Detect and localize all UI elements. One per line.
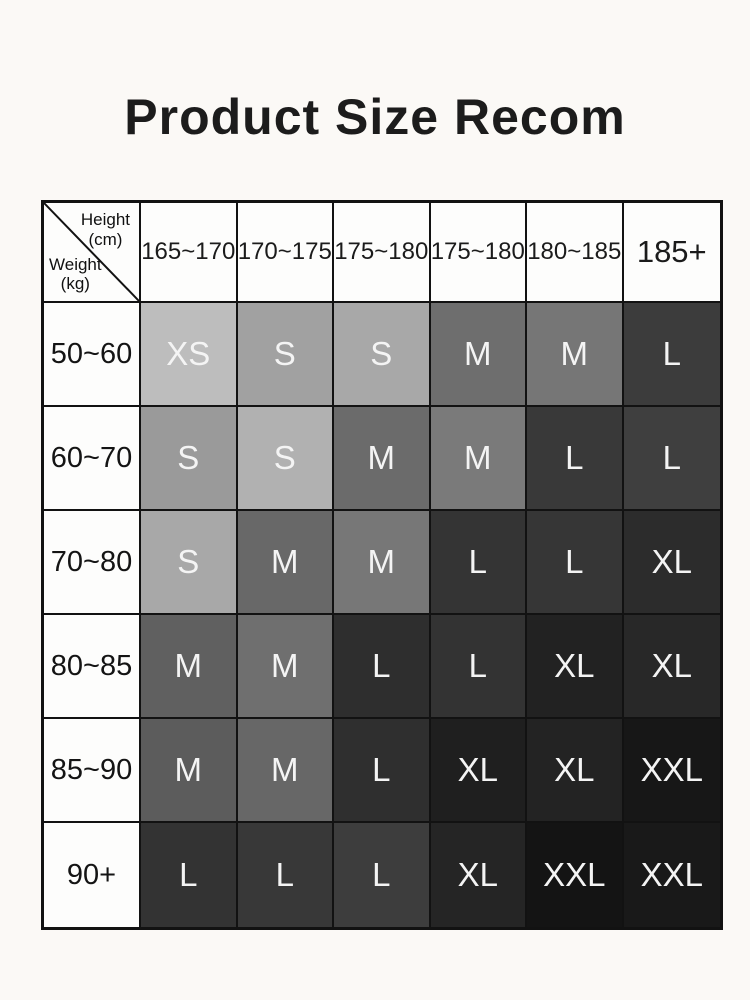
size-cell: M (430, 407, 527, 511)
size-cell: S (237, 303, 334, 407)
column-header-180-185: 180~185 (527, 203, 624, 303)
row-header-85-90: 85~90 (44, 719, 141, 823)
size-cell: XL (527, 615, 624, 719)
column-header-175-180-a: 175~180 (334, 203, 431, 303)
size-cell: L (623, 407, 720, 511)
size-cell: L (527, 407, 624, 511)
size-cell: L (430, 615, 527, 719)
size-cell: M (141, 719, 238, 823)
row-header-50-60: 50~60 (44, 303, 141, 407)
size-cell: XL (430, 719, 527, 823)
column-header-170-175: 170~175 (237, 203, 334, 303)
row-header-90-plus: 90+ (44, 823, 141, 927)
size-cell: M (237, 511, 334, 615)
size-cell: L (334, 615, 431, 719)
column-header-165-170: 165~170 (141, 203, 238, 303)
size-cell: XS (141, 303, 238, 407)
size-cell: L (623, 303, 720, 407)
size-cell: M (430, 303, 527, 407)
size-cell: S (334, 303, 431, 407)
row-header-70-80: 70~80 (44, 511, 141, 615)
size-cell: XXL (527, 823, 624, 927)
size-cell: M (334, 511, 431, 615)
height-unit: (cm) (88, 229, 123, 249)
size-cell: M (141, 615, 238, 719)
row-header-80-85: 80~85 (44, 615, 141, 719)
size-cell: XL (527, 719, 624, 823)
size-cell: S (141, 407, 238, 511)
size-cell: XL (623, 615, 720, 719)
size-table: Height (cm) Weight (kg) 165~170 170~175 … (41, 200, 723, 930)
weight-label: Weight (49, 254, 102, 274)
size-cell: XL (430, 823, 527, 927)
size-cell: L (334, 719, 431, 823)
column-header-185-plus: 185+ (623, 203, 720, 303)
size-cell: L (237, 823, 334, 927)
size-cell: S (237, 407, 334, 511)
row-header-60-70: 60~70 (44, 407, 141, 511)
page-title: Product Size Recom (124, 89, 626, 145)
size-cell: XL (623, 511, 720, 615)
height-axis-label: Height (cm) (81, 210, 130, 249)
size-cell: M (527, 303, 624, 407)
size-cell: S (141, 511, 238, 615)
size-cell: L (334, 823, 431, 927)
size-cell: XXL (623, 823, 720, 927)
weight-axis-label: Weight (kg) (49, 255, 102, 294)
size-cell: XXL (623, 719, 720, 823)
height-label: Height (80, 210, 130, 229)
weight-unit: (kg) (60, 274, 90, 294)
size-cell: L (527, 511, 624, 615)
size-cell: L (141, 823, 238, 927)
column-header-175-180-b: 175~180 (430, 203, 527, 303)
corner-header-cell: Height (cm) Weight (kg) (44, 203, 141, 303)
size-cell: L (430, 511, 527, 615)
size-cell: M (237, 719, 334, 823)
size-cell: M (237, 615, 334, 719)
size-cell: M (334, 407, 431, 511)
